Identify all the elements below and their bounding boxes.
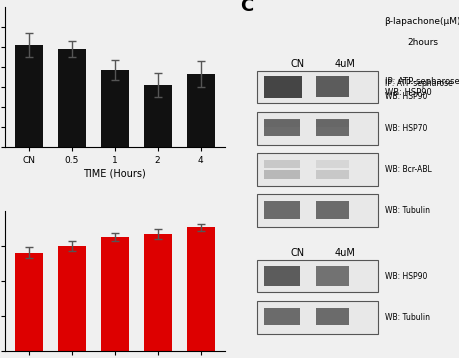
FancyBboxPatch shape <box>263 76 302 98</box>
Bar <box>15 45 42 147</box>
FancyBboxPatch shape <box>257 71 378 103</box>
Text: WB: Tubulin: WB: Tubulin <box>384 313 429 322</box>
FancyBboxPatch shape <box>315 118 349 136</box>
Text: C: C <box>240 0 252 15</box>
Bar <box>57 49 85 147</box>
Bar <box>57 246 85 351</box>
Text: IP: ATP-sepharose: IP: ATP-sepharose <box>384 79 452 88</box>
FancyBboxPatch shape <box>263 170 299 179</box>
Text: WB: HSP90: WB: HSP90 <box>384 92 426 101</box>
Text: 4uM: 4uM <box>334 248 355 258</box>
FancyBboxPatch shape <box>263 160 299 168</box>
Text: 2hours: 2hours <box>406 38 437 47</box>
Text: β-lapachone(μM): β-lapachone(μM) <box>383 18 459 26</box>
FancyBboxPatch shape <box>263 266 299 286</box>
FancyBboxPatch shape <box>257 194 378 227</box>
FancyBboxPatch shape <box>257 260 378 292</box>
FancyBboxPatch shape <box>315 201 349 219</box>
Text: WB: Bcr-ABL: WB: Bcr-ABL <box>384 165 431 174</box>
Bar <box>143 234 171 351</box>
FancyBboxPatch shape <box>315 308 349 325</box>
FancyBboxPatch shape <box>263 118 299 136</box>
Text: CN: CN <box>289 59 303 69</box>
FancyBboxPatch shape <box>257 112 378 145</box>
FancyBboxPatch shape <box>263 120 299 127</box>
Text: 4uM: 4uM <box>334 59 355 69</box>
Bar <box>186 227 214 351</box>
X-axis label: TIME (Hours): TIME (Hours) <box>83 168 146 178</box>
Bar <box>143 85 171 147</box>
Bar <box>101 70 128 147</box>
FancyBboxPatch shape <box>315 160 349 168</box>
Text: IP: ATP-sepharose
WB: HSP90: IP: ATP-sepharose WB: HSP90 <box>384 77 459 97</box>
FancyBboxPatch shape <box>263 201 299 219</box>
FancyBboxPatch shape <box>263 308 299 325</box>
FancyBboxPatch shape <box>257 153 378 186</box>
FancyBboxPatch shape <box>257 301 378 334</box>
Text: CN: CN <box>289 248 303 258</box>
Text: WB: HSP70: WB: HSP70 <box>384 124 426 133</box>
Bar <box>101 237 128 351</box>
FancyBboxPatch shape <box>315 266 349 286</box>
Text: WB: Tubulin: WB: Tubulin <box>384 206 429 215</box>
Bar <box>186 74 214 147</box>
Bar <box>15 253 42 351</box>
FancyBboxPatch shape <box>315 170 349 179</box>
FancyBboxPatch shape <box>315 76 349 97</box>
Text: WB: HSP90: WB: HSP90 <box>384 272 426 281</box>
FancyBboxPatch shape <box>315 120 349 127</box>
